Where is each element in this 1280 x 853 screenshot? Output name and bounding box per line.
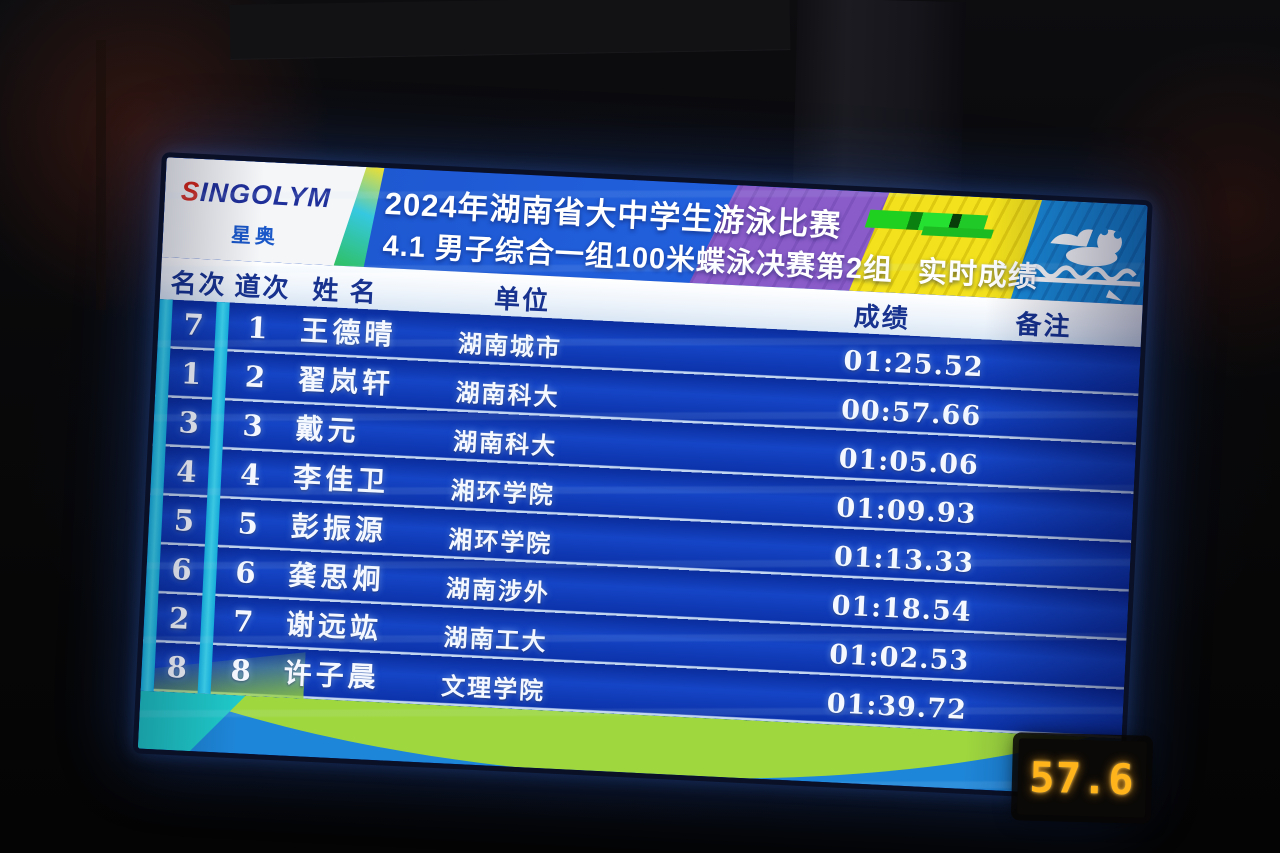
race-timer-display: 57.6 [1017,738,1147,818]
name-cell: 彭振源 [290,509,388,548]
timer-value: 57.6 [1028,752,1136,804]
rank-cell: 5 [173,503,195,538]
column-header-rank: 名次 [169,267,228,301]
header-right-blue-patch [1011,199,1148,305]
rank-cell: 8 [165,649,188,685]
lane-cell: 2 [244,359,267,395]
team-cell: 文理学院 [440,671,546,706]
column-header-lane: 道次 [233,270,292,304]
lane-cell: 3 [241,408,264,444]
scoreboard-screen: SINGOLYM 星奥 2024年湖南省大中学生游泳比赛 4.1 男子综合一组1… [132,152,1153,802]
scoreboard-display-area: SINGOLYM 星奥 2024年湖南省大中学生游泳比赛 4.1 男子综合一组1… [137,157,1148,797]
column-header-team: 单位 [493,283,551,317]
rank-cell: 4 [175,454,198,490]
screen-footer-graphic [137,690,1122,797]
name-cell: 许子晨 [282,656,381,695]
lane-cell: 5 [237,506,259,542]
brand-logo: SINGOLYM 星奥 [162,157,367,267]
results-rows: 7 1 王德晴 湖南城市 01:25.52 1 2 翟岚轩 湖南科大 00:57… [141,299,1141,739]
results-table-body: 7 1 王德晴 湖南城市 01:25.52 1 2 翟岚轩 湖南科大 00:57… [140,299,1141,739]
ceiling-pillar [792,0,966,215]
name-cell: 王德晴 [299,313,398,352]
column-header-note: 备注 [1014,308,1073,342]
lane-cell: 8 [229,652,252,688]
rank-cell: 3 [177,405,200,441]
name-cell: 谢远竑 [285,607,383,646]
lane-cell: 7 [232,604,255,639]
brand-name: SINGOLYM [180,175,332,214]
brand-name-chinese: 星奥 [230,224,280,249]
lane-cell: 6 [234,555,257,591]
footer-wave-graphic [137,690,1122,797]
name-cell: 翟岚轩 [297,362,395,401]
lane-cell: 4 [239,457,262,493]
rank-cell: 7 [182,307,205,343]
time-cell: 01:39.72 [826,688,968,726]
wall-edge [96,40,106,310]
column-header-result: 成绩 [853,301,911,334]
swimmer-mascot-icon [1021,211,1148,303]
name-cell: 李佳卫 [292,460,390,499]
results-status-label: 实时成绩 [917,256,1039,294]
rank-cell: 2 [168,600,191,636]
name-cell: 龚思炯 [287,558,386,597]
rank-cell: 6 [170,551,193,587]
name-cell: 戴元 [294,411,361,448]
rank-cell: 1 [180,356,203,392]
ceiling-beam [229,0,791,60]
column-header-name: 姓 名 [311,274,379,308]
lane-cell: 1 [246,310,269,346]
screen-header: SINGOLYM 星奥 2024年湖南省大中学生游泳比赛 4.1 男子综合一组1… [161,157,1148,306]
